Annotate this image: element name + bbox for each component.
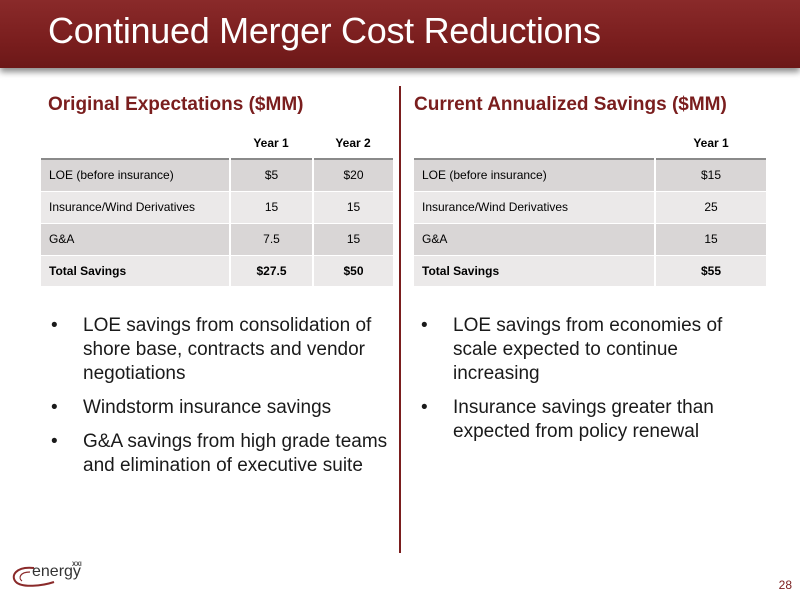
row-label: Insurance/Wind Derivatives xyxy=(414,191,656,224)
table-row: LOE (before insurance) $15 xyxy=(414,158,766,192)
total-row: Total Savings $55 xyxy=(414,255,766,287)
row-label: Insurance/Wind Derivatives xyxy=(41,191,231,224)
bullet-text: G&A savings from high grade teams and el… xyxy=(83,431,388,476)
bullet-icon: • xyxy=(421,397,428,418)
slide-title: Continued Merger Cost Reductions xyxy=(48,10,601,51)
year1-value: 7.5 xyxy=(230,223,314,256)
row-label: Total Savings xyxy=(414,255,656,287)
year1-value: $15 xyxy=(655,158,766,192)
year2-value: $50 xyxy=(313,255,393,287)
year1-value: 15 xyxy=(655,223,766,256)
bullet-text: Insurance savings greater than expected … xyxy=(453,397,714,442)
row-label: LOE (before insurance) xyxy=(41,158,231,192)
total-row: Total Savings $27.5 $50 xyxy=(41,255,393,287)
energy-xxi-logo: energy XXI xyxy=(8,560,100,594)
left-col-header-year2: Year 2 xyxy=(335,136,371,150)
logo-wordmark: energy xyxy=(32,563,81,580)
bullet-text: LOE savings from economies of scale expe… xyxy=(453,315,723,384)
table-row: G&A 15 xyxy=(414,223,766,256)
table-row: LOE (before insurance) $5 $20 xyxy=(41,158,393,192)
bullet-text: LOE savings from consolidation of shore … xyxy=(83,315,372,384)
year2-value: 15 xyxy=(313,191,393,224)
current-savings-table: LOE (before insurance) $15 Insurance/Win… xyxy=(414,158,766,287)
logo-swoosh-icon xyxy=(12,566,55,587)
list-item: • Windstorm insurance savings xyxy=(46,396,391,420)
original-expectations-table: LOE (before insurance) $5 $20 Insurance/… xyxy=(41,158,393,287)
list-item: • LOE savings from economies of scale exp… xyxy=(416,314,761,386)
right-bullet-list: • LOE savings from economies of scale exp… xyxy=(416,314,761,454)
row-label: LOE (before insurance) xyxy=(414,158,656,192)
bullet-icon: • xyxy=(51,397,58,418)
list-item: • G&A savings from high grade teams and e… xyxy=(46,430,391,478)
row-label: G&A xyxy=(41,223,231,256)
table-row: G&A 7.5 15 xyxy=(41,223,393,256)
table-row: Insurance/Wind Derivatives 25 xyxy=(414,191,766,224)
year2-value: 15 xyxy=(313,223,393,256)
bullet-icon: • xyxy=(51,431,58,452)
year1-value: $5 xyxy=(230,158,314,192)
year1-value: 15 xyxy=(230,191,314,224)
page-number: 28 xyxy=(778,578,792,592)
table-row: Insurance/Wind Derivatives 15 15 xyxy=(41,191,393,224)
year1-value: 25 xyxy=(655,191,766,224)
original-expectations-heading: Original Expectations ($MM) xyxy=(48,94,304,115)
left-bullet-list: • LOE savings from consolidation of shore… xyxy=(46,314,391,488)
current-savings-heading: Current Annualized Savings ($MM) xyxy=(414,94,727,115)
list-item: • LOE savings from consolidation of shore… xyxy=(46,314,391,386)
column-divider xyxy=(399,86,401,553)
list-item: • Insurance savings greater than expected… xyxy=(416,396,761,444)
logo-suffix: XXI xyxy=(72,562,82,568)
bullet-icon: • xyxy=(51,315,58,336)
title-bar: Continued Merger Cost Reductions xyxy=(0,0,800,68)
year1-value: $55 xyxy=(655,255,766,287)
left-col-header-year1: Year 1 xyxy=(253,136,289,150)
year2-value: $20 xyxy=(313,158,393,192)
row-label: G&A xyxy=(414,223,656,256)
bullet-text: Windstorm insurance savings xyxy=(83,397,332,418)
row-label: Total Savings xyxy=(41,255,231,287)
bullet-icon: • xyxy=(421,315,428,336)
right-col-header-year1: Year 1 xyxy=(693,136,729,150)
year1-value: $27.5 xyxy=(230,255,314,287)
